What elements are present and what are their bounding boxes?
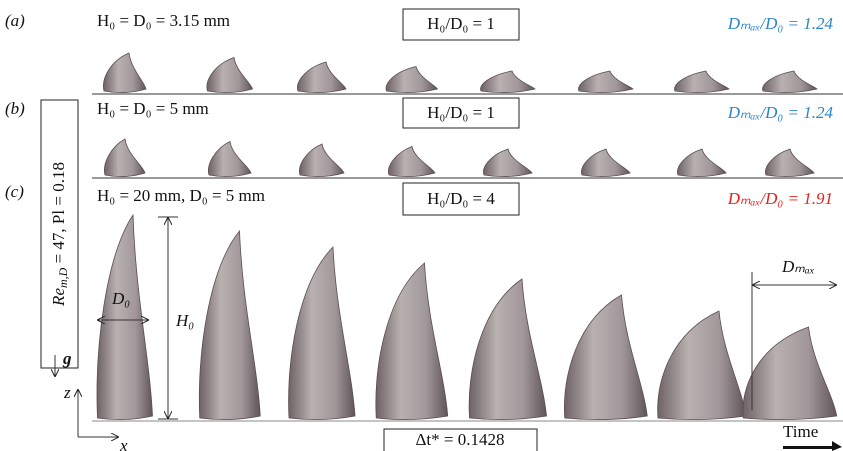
droplet: [469, 279, 546, 420]
droplet: [765, 149, 814, 177]
d0-label: D₀: [111, 289, 130, 308]
reynolds-subscript: m,D: [56, 267, 70, 288]
ratio-label: H₀/D₀ = 1: [427, 103, 495, 122]
time-label: Time: [783, 422, 818, 441]
figure: (a) H₀ = D₀ = 3.15 mm H₀/D₀ = 1 Dₘₐₓ/D₀ …: [0, 0, 843, 451]
droplet: [104, 139, 145, 177]
droplet: [483, 149, 532, 177]
ratio-label: H₀/D₀ = 1: [427, 14, 495, 33]
x-label: x: [119, 436, 128, 451]
droplet: [677, 149, 726, 177]
droplet: [581, 149, 630, 177]
size-label: H₀ = D₀ = 3.15 mm: [97, 11, 230, 30]
droplet: [579, 71, 633, 93]
spread-label: Dₘₐₓ/D₀ = 1.91: [727, 189, 833, 208]
dmax-label: Dₘₐₓ: [781, 257, 815, 276]
droplet: [743, 327, 837, 420]
droplet: [386, 67, 437, 93]
droplet: [207, 58, 253, 93]
droplet: [376, 263, 448, 420]
h0-label: H₀: [175, 311, 194, 330]
size-label: H₀ = 20 mm, D₀ = 5 mm: [97, 186, 265, 205]
droplet: [481, 71, 535, 93]
droplet: [103, 53, 146, 93]
droplet: [208, 142, 251, 177]
droplet: [299, 144, 344, 177]
droplet: [199, 231, 260, 420]
droplet: [763, 71, 817, 93]
ratio-label: H₀/D₀ = 4: [427, 189, 495, 208]
droplet: [97, 215, 152, 420]
droplet: [564, 295, 647, 420]
spread-label: Dₘₐₓ/D₀ = 1.24: [727, 14, 834, 33]
panel-label: (a): [5, 11, 25, 30]
spread-label: Dₘₐₓ/D₀ = 1.24: [727, 103, 834, 122]
size-label: H₀ = D₀ = 5 mm: [97, 99, 209, 118]
droplet: [289, 247, 355, 420]
time-step-label: Δt* = 0.1428: [416, 430, 505, 449]
gravity-label: g: [62, 349, 72, 368]
droplet: [297, 62, 346, 93]
time-arrow: [783, 441, 842, 451]
panel-label: (c): [5, 182, 24, 201]
droplet: [675, 71, 729, 93]
panel-label: (b): [5, 99, 25, 118]
parameter-values: = 47, Pl = 0.18: [49, 162, 68, 268]
droplet: [658, 311, 746, 420]
reynolds-symbol: Re: [49, 288, 68, 307]
droplet: [388, 147, 435, 177]
z-label: z: [63, 383, 71, 402]
